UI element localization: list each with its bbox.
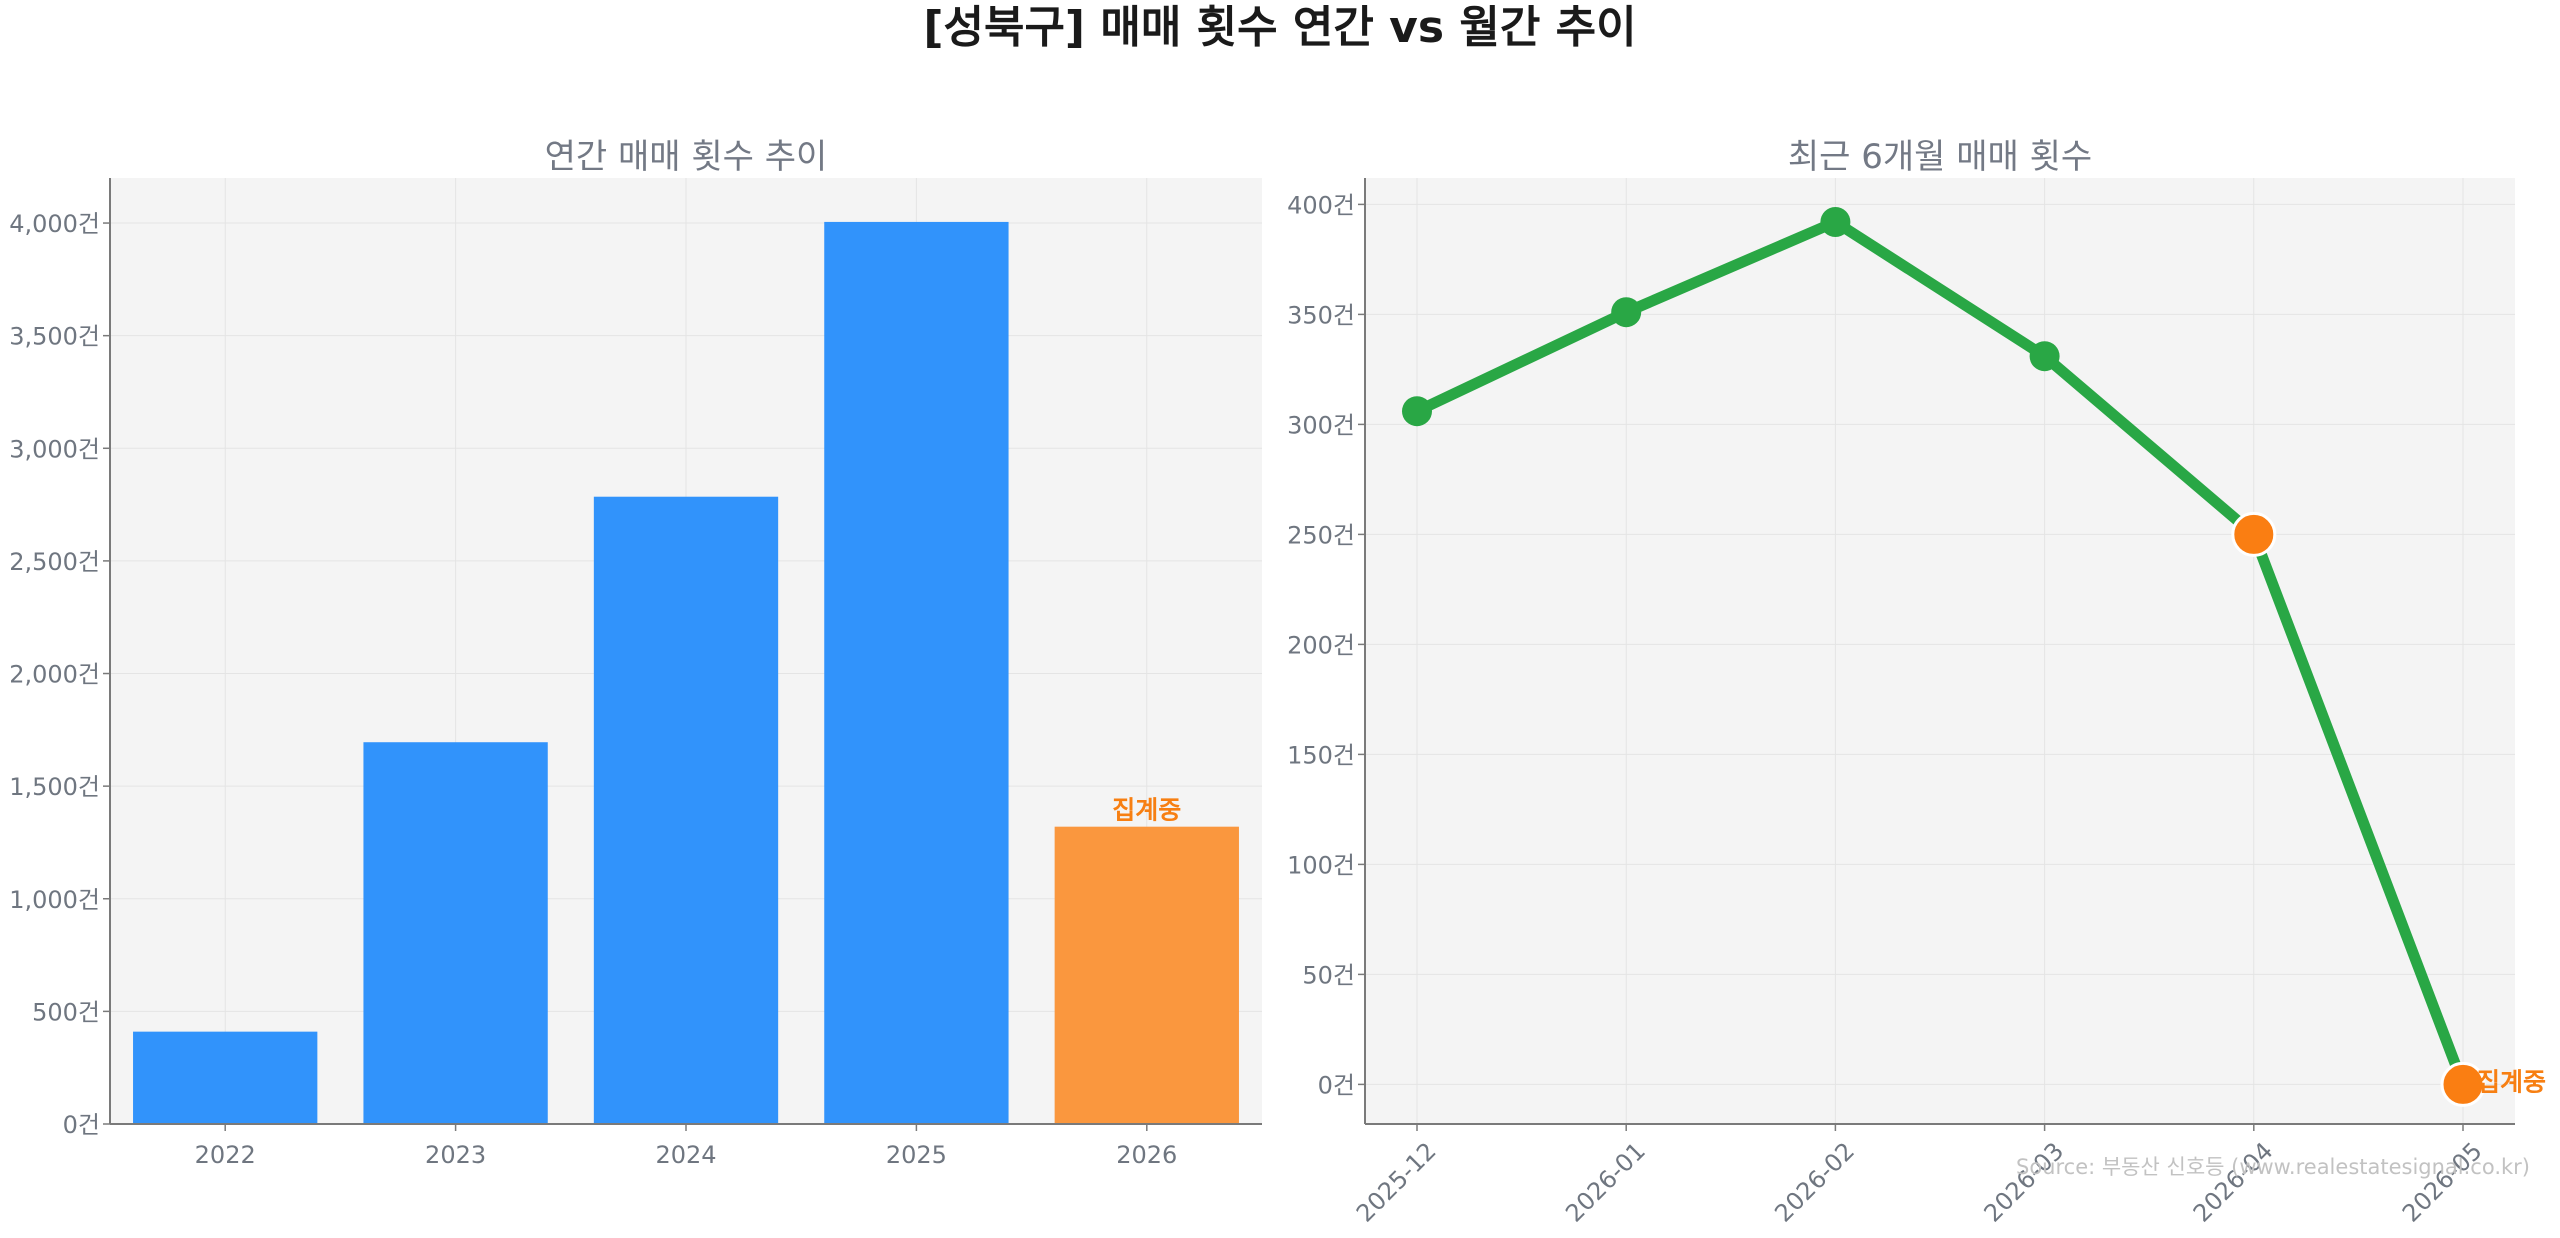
monthly-gridlines xyxy=(1365,178,2515,1124)
annual-partial-label: 집계중 xyxy=(1112,796,1181,825)
annual-y-tick-label: 3,500건 xyxy=(9,323,100,351)
monthly-y-tick-label: 50건 xyxy=(1302,961,1355,989)
monthly-y-tick-label: 250건 xyxy=(1287,521,1355,549)
monthly-point-2026-05 xyxy=(2440,1061,2486,1107)
monthly-y-tick-label: 200건 xyxy=(1287,631,1355,659)
source-note: Source: 부동산 신호등 (www.realestatesignal.co… xyxy=(2016,1155,2530,1179)
monthly-y-tick-label: 350건 xyxy=(1287,301,1355,329)
monthly-plot-area xyxy=(1365,178,2515,1124)
annual-x-tick-label: 2026 xyxy=(1116,1141,1177,1169)
annual-axes xyxy=(103,178,1262,1131)
annual-y-tick-label: 1,000건 xyxy=(9,886,100,914)
monthly-axes xyxy=(1358,178,2515,1131)
annual-trades-bar-chart: 집계중 0건 500건 1,000건 1,500건 2,000건 2,500건 3,000건… xyxy=(9,137,1262,1169)
monthly-chart-title: 최근 6개월 매매 횟수 xyxy=(1788,137,2092,177)
annual-bar-2026 xyxy=(1054,826,1239,1124)
monthly-partial-label: 집계중 xyxy=(2477,1067,2546,1096)
monthly-trades-line-chart: 집계중 0건50건100건150건200건250건300건350건400건202… xyxy=(1287,137,2546,1228)
annual-bars: 집계중 xyxy=(133,221,1239,1124)
annual-y-tick-label: 0건 xyxy=(63,1111,100,1139)
annual-y-tick-label: 2,500건 xyxy=(9,548,100,576)
monthly-point-2026-02 xyxy=(1820,207,1851,237)
annual-y-tick-label: 1,500건 xyxy=(9,773,100,801)
monthly-line-series: 집계중 xyxy=(1402,207,2546,1107)
monthly-point-2026-01 xyxy=(1611,297,1642,328)
monthly-point-2025-12 xyxy=(1402,396,1432,427)
annual-y-tick-label: 500건 xyxy=(32,998,100,1026)
annual-y-tick-label: 2,000건 xyxy=(9,661,100,689)
monthly-y-tick-label: 150건 xyxy=(1287,741,1355,769)
annual-x-tick-label: 2022 xyxy=(195,1141,256,1169)
annual-bar-2022 xyxy=(133,1031,318,1124)
monthly-y-tick-label: 400건 xyxy=(1287,191,1355,219)
monthly-point-2026-03 xyxy=(2029,341,2060,372)
annual-bar-2025 xyxy=(824,221,1009,1124)
monthly-y-tick-label: 300건 xyxy=(1287,411,1355,439)
annual-y-tick-label: 4,000건 xyxy=(9,210,100,238)
annual-x-tick-label: 2024 xyxy=(655,1141,716,1169)
annual-x-tick-label: 2025 xyxy=(886,1141,947,1169)
annual-chart-title: 연간 매매 횟수 추이 xyxy=(545,137,828,177)
monthly-series-line xyxy=(1411,216,2469,1090)
annual-bar-2023 xyxy=(363,742,548,1124)
monthly-y-tick-label: 100건 xyxy=(1287,851,1355,879)
annual-bar-2024 xyxy=(593,496,779,1124)
monthly-y-tick-label: 0건 xyxy=(1318,1071,1355,1099)
chart-suptitle: [성북구] 매매 횟수 연간 vs 월간 추이 xyxy=(923,2,1636,53)
annual-y-tick-label: 3,000건 xyxy=(9,435,100,463)
monthly-point-2026-04 xyxy=(2231,511,2277,557)
annual-tick-labels: 0건 500건 1,000건 1,500건 2,000건 2,500건 3,000건 3,50… xyxy=(9,210,1177,1169)
annual-x-tick-label: 2023 xyxy=(425,1141,486,1169)
